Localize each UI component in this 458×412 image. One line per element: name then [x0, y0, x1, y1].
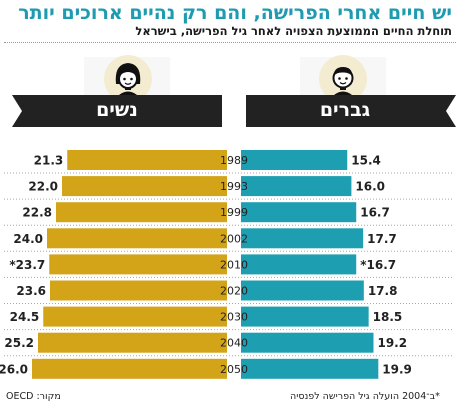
- woman-face-icon: [115, 63, 141, 97]
- men-bar-1993: [241, 176, 352, 197]
- men-bar-2030: [241, 306, 369, 327]
- men-value-2002: 17.7: [367, 232, 397, 246]
- women-series-label: נשים: [96, 99, 138, 121]
- year-label-2002: 2002: [220, 232, 248, 245]
- women-value-2050: 26.0: [0, 362, 28, 376]
- women-bar-1993: [62, 176, 227, 197]
- men-banner: [246, 95, 456, 127]
- women-bar-2040: [38, 332, 227, 353]
- year-label-2020: 2020: [220, 285, 248, 298]
- women-bar-2010: [49, 254, 227, 275]
- men-badge: [300, 55, 386, 103]
- women-banner: [12, 95, 222, 127]
- women-value-2010: *23.7: [9, 258, 45, 272]
- men-value-2020: 17.8: [368, 284, 398, 298]
- page-subtitle: תוחלת החיים הממוצעת הצפויה לאחר גיל הפרי…: [135, 24, 452, 38]
- men-value-2050: 19.9: [382, 362, 412, 376]
- women-value-1989: 21.3: [34, 154, 64, 168]
- men-value-2040: 19.2: [377, 336, 407, 350]
- women-value-1999: 22.8: [22, 206, 52, 220]
- men-value-1999: 16.7: [360, 206, 390, 220]
- women-value-2002: 24.0: [13, 232, 43, 246]
- year-label-2030: 2030: [220, 311, 248, 324]
- men-bar-2050: [241, 358, 379, 379]
- men-bar-2020: [241, 280, 364, 301]
- year-label-2010: 2010: [220, 258, 248, 271]
- women-bar-2002: [47, 228, 227, 249]
- men-bar-1989: [241, 150, 348, 170]
- men-bar-2010: [241, 254, 357, 275]
- year-label-1989: 1989: [220, 154, 248, 167]
- men-series-label: גברים: [319, 99, 371, 121]
- women-bar-1989: [67, 150, 227, 170]
- women-value-2040: 25.2: [4, 336, 34, 350]
- women-value-2020: 23.6: [16, 284, 46, 298]
- women-bar-2020: [50, 280, 227, 301]
- page-title: יש חיים אחרי הפרישה, והם רק נהיים ארוכים…: [18, 2, 452, 24]
- women-bar-1999: [56, 202, 227, 223]
- men-value-1993: 16.0: [355, 180, 385, 194]
- year-label-2050: 2050: [220, 363, 248, 376]
- footnote: *ב־2004 הועלה גיל הפרישה לפנסיה: [290, 391, 440, 402]
- year-label-1999: 1999: [220, 206, 248, 219]
- men-bar-2040: [241, 332, 374, 353]
- year-label-1993: 1993: [220, 180, 248, 193]
- source-credit: מקור: OECD: [6, 391, 61, 402]
- title-divider: [4, 42, 456, 43]
- women-badge: [84, 55, 170, 103]
- men-value-2030: 18.5: [373, 310, 403, 324]
- men-value-2010: *16.7: [360, 258, 396, 272]
- men-bar-2002: [241, 228, 364, 249]
- year-label-2040: 2040: [220, 337, 248, 350]
- women-value-1993: 22.0: [28, 180, 58, 194]
- women-value-2030: 24.5: [10, 310, 40, 324]
- women-bar-2050: [32, 358, 227, 379]
- men-value-1989: 15.4: [351, 154, 381, 168]
- men-bar-1999: [241, 202, 357, 223]
- women-bar-2030: [43, 306, 227, 327]
